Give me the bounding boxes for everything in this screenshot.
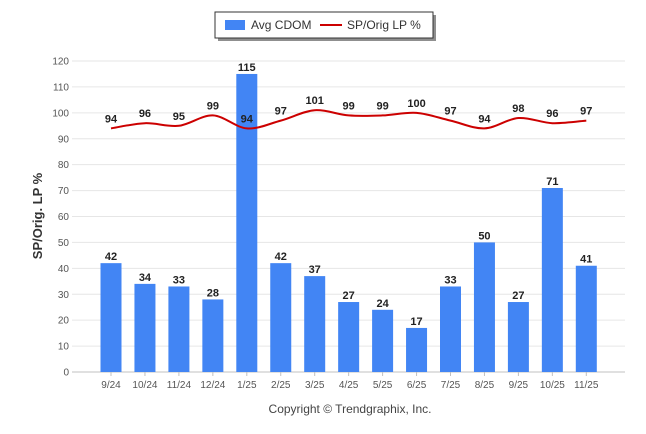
line-value-label: 97 xyxy=(275,106,287,118)
bar-value-label: 28 xyxy=(207,287,219,299)
line-value-label: 99 xyxy=(207,100,219,112)
x-tick-label: 6/25 xyxy=(407,380,427,391)
bar[interactable] xyxy=(134,283,156,372)
gridlines xyxy=(72,60,625,347)
bar[interactable] xyxy=(541,187,563,372)
copyright-footer: Copyright © Trendgraphix, Inc. xyxy=(269,402,432,416)
line-value-label: 97 xyxy=(580,106,592,118)
bar-value-label: 27 xyxy=(512,290,524,302)
line-series xyxy=(110,109,587,130)
x-tick-label: 3/25 xyxy=(305,380,325,391)
line-value-label: 96 xyxy=(139,108,151,120)
y-tick-label: 120 xyxy=(52,57,69,68)
bar[interactable] xyxy=(236,73,258,372)
legend-bar-label: Avg CDOM xyxy=(251,18,311,32)
line-value-label: 94 xyxy=(241,113,254,125)
bar-value-label: 24 xyxy=(376,298,389,310)
y-tick-label: 0 xyxy=(63,368,69,379)
x-tick-label: 12/24 xyxy=(200,380,225,391)
bar[interactable] xyxy=(168,286,190,372)
bar-value-label: 37 xyxy=(309,264,321,276)
bar-value-label: 41 xyxy=(580,254,592,266)
bar-value-label: 50 xyxy=(478,230,490,242)
bar[interactable] xyxy=(372,309,394,372)
y-tick-label: 100 xyxy=(52,108,69,119)
bar[interactable] xyxy=(100,263,122,372)
legend[interactable]: Avg CDOM SP/Orig LP % xyxy=(214,11,436,41)
x-tick-label: 9/25 xyxy=(509,380,529,391)
x-tick-label: 11/25 xyxy=(574,380,599,391)
line-value-label: 97 xyxy=(444,106,456,118)
line-value-label: 99 xyxy=(376,100,388,112)
bar[interactable] xyxy=(575,265,597,372)
x-tick-label: 11/24 xyxy=(167,380,192,391)
y-tick-label: 90 xyxy=(58,134,70,145)
x-tick-label: 10/25 xyxy=(540,380,565,391)
line-value-label: 98 xyxy=(512,103,524,115)
bar-value-label: 17 xyxy=(410,316,422,328)
y-axis-title: SP/Orig. LP % xyxy=(30,172,45,259)
legend-line-label: SP/Orig LP % xyxy=(347,18,421,32)
bar-value-label: 71 xyxy=(546,176,558,188)
bar-value-labels: 42 34 33 28 115 42 37 27 24 17 33 50 27 71 41 xyxy=(105,62,593,328)
bar[interactable] xyxy=(270,263,292,372)
x-tick-label: 10/24 xyxy=(132,380,157,391)
y-tick-label: 20 xyxy=(58,316,70,327)
bar-value-label: 115 xyxy=(238,62,256,74)
line-value-labels: 94 96 95 99 94 97 101 99 99 100 97 94 98 96 97 xyxy=(105,95,593,125)
x-axis-ticks: 9/24 10/24 11/24 12/24 1/25 2/25 3/25 4/25 5/25 6… xyxy=(101,372,599,391)
line-value-label: 94 xyxy=(478,113,491,125)
y-tick-label: 30 xyxy=(58,290,70,301)
y-axis-ticks: 0 10 20 30 40 50 60 70 80 90 100 110 120 xyxy=(52,57,69,379)
bar-value-label: 27 xyxy=(343,290,355,302)
bars xyxy=(100,73,597,372)
x-tick-label: 8/25 xyxy=(475,380,495,391)
bar[interactable] xyxy=(440,286,461,372)
bar[interactable] xyxy=(406,327,428,372)
line-value-label: 101 xyxy=(306,95,324,107)
y-tick-label: 10 xyxy=(58,342,70,353)
bar[interactable] xyxy=(304,276,326,372)
bar-value-label: 34 xyxy=(139,272,152,284)
x-tick-label: 1/25 xyxy=(237,380,257,391)
sp-orig-lp-line[interactable] xyxy=(110,109,587,130)
y-tick-label: 110 xyxy=(53,82,69,93)
line-value-label: 95 xyxy=(173,111,185,123)
legend-bar-swatch xyxy=(225,20,245,30)
line-value-label: 99 xyxy=(343,100,355,112)
bar-value-label: 42 xyxy=(275,251,287,263)
bar-value-label: 33 xyxy=(444,274,456,286)
line-value-label: 100 xyxy=(407,98,425,110)
bar-value-label: 33 xyxy=(173,274,185,286)
y-tick-label: 80 xyxy=(58,160,70,171)
y-tick-label: 60 xyxy=(58,212,70,223)
y-tick-label: 70 xyxy=(58,186,70,197)
x-tick-label: 4/25 xyxy=(339,380,359,391)
y-tick-label: 50 xyxy=(58,238,70,249)
bar[interactable] xyxy=(473,242,495,372)
y-tick-label: 40 xyxy=(58,264,70,275)
bar-value-label: 42 xyxy=(105,251,117,263)
x-tick-label: 5/25 xyxy=(373,380,393,391)
x-tick-label: 2/25 xyxy=(271,380,291,391)
x-tick-label: 7/25 xyxy=(441,380,461,391)
x-tick-label: 9/24 xyxy=(101,380,121,391)
line-value-label: 96 xyxy=(546,108,558,120)
bar[interactable] xyxy=(507,302,529,372)
bar[interactable] xyxy=(338,302,360,372)
line-value-label: 94 xyxy=(105,113,118,125)
bar[interactable] xyxy=(202,299,224,372)
